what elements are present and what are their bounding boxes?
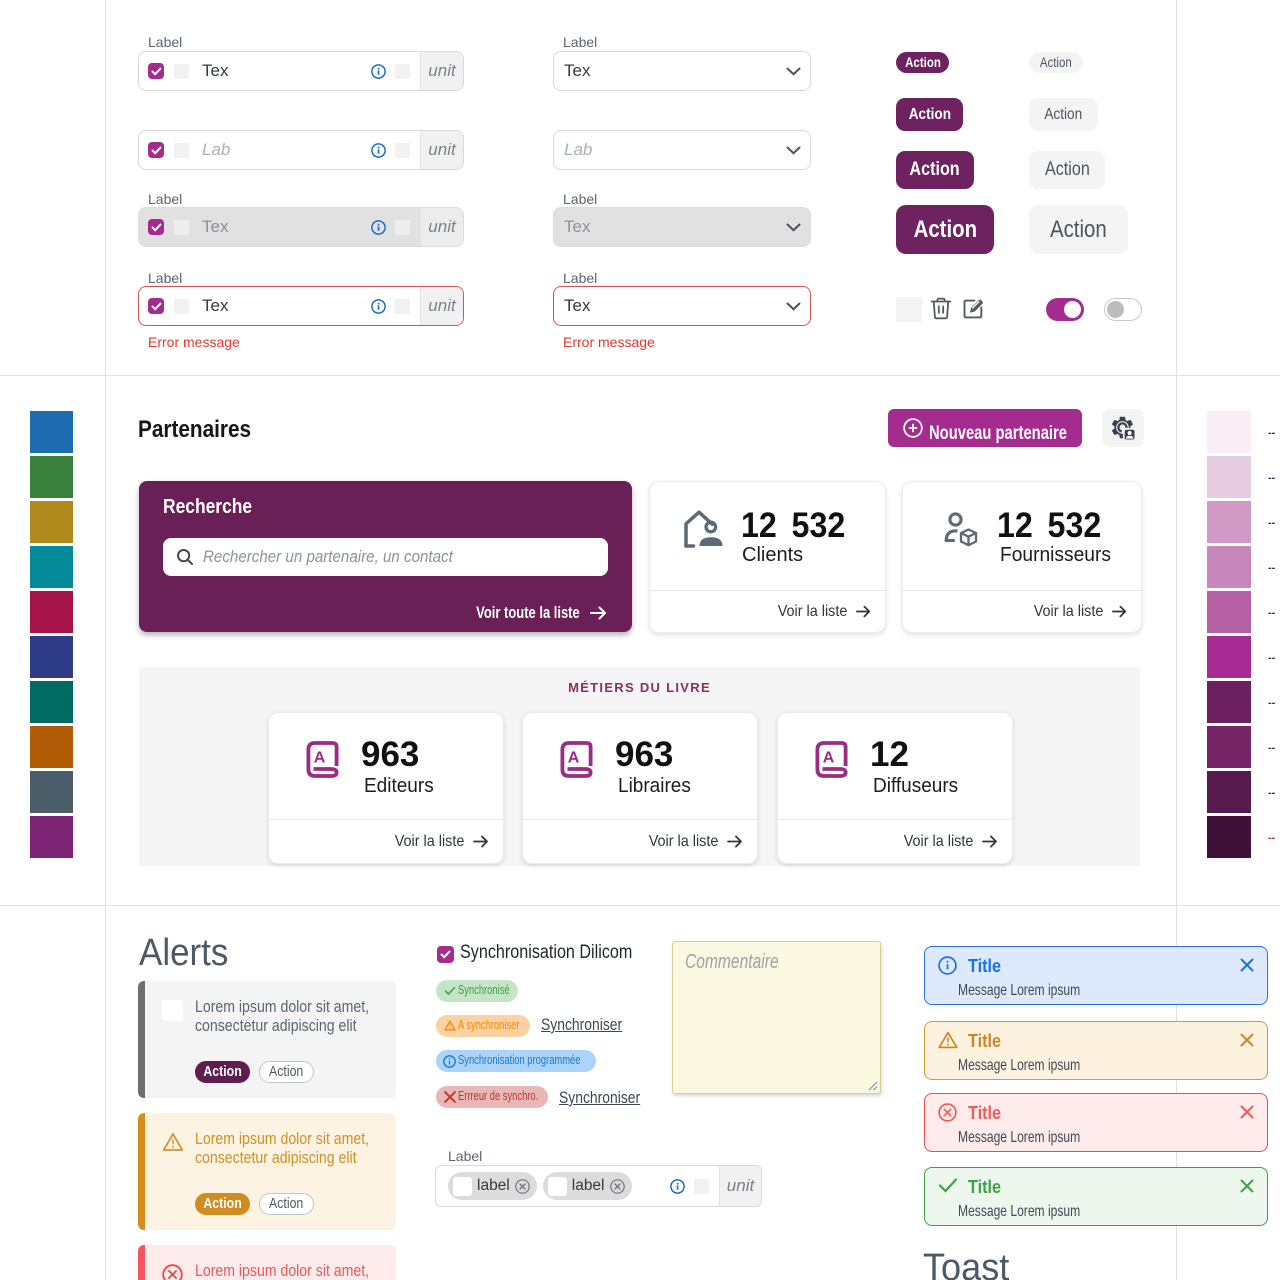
svg-text:A: A	[568, 750, 580, 767]
svg-text:A: A	[823, 750, 835, 767]
svg-text:A: A	[314, 750, 326, 767]
